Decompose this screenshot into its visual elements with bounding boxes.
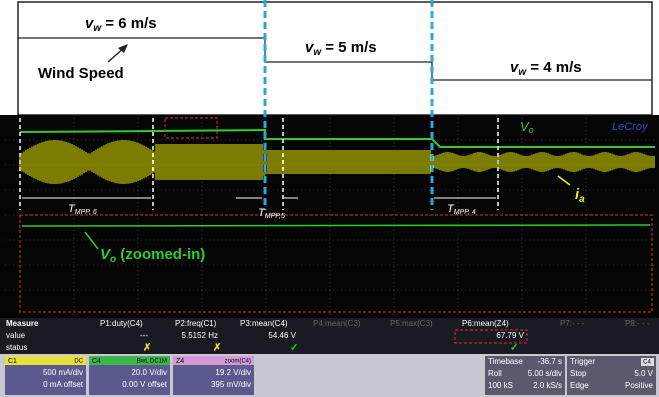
value-cell: 67.79 V	[496, 331, 524, 340]
channel-name: C4	[92, 358, 101, 365]
header-cell: P7:- - -	[560, 319, 585, 328]
trigger-cell: Stop	[570, 369, 587, 378]
svg-text:✓: ✓	[290, 343, 298, 354]
brand: LeCroy	[612, 121, 649, 133]
value-cell: 5.5152 Hz	[182, 331, 218, 340]
svg-text:✓: ✓	[510, 343, 518, 354]
trigger-title: Trigger	[570, 357, 595, 366]
trigger-tag: C4	[643, 360, 651, 366]
channel-setting: 500 mA/div	[43, 368, 83, 377]
channel-setting: 395 mV/div	[211, 380, 251, 389]
header-cell: P5:max(C3)	[390, 319, 433, 328]
timebase-cell: 5.00 s/div	[528, 369, 562, 378]
channel-name: Z4	[176, 358, 184, 365]
zoom-label: Vo (zoomed-in)	[100, 246, 205, 265]
svg-text:✗: ✗	[213, 343, 221, 354]
header-cell: P6:mean(Z4)	[462, 319, 509, 328]
header-cell: P4:mean(C3)	[313, 319, 361, 328]
timebase-value: -36.7 s	[538, 357, 562, 366]
value-cell: 54.46 V	[268, 331, 296, 340]
header-cell: Measure	[6, 319, 39, 328]
trigger-cell: Positive	[625, 381, 654, 390]
row-label: value	[6, 331, 26, 340]
channel-boxes: C1 DC 500 mA/div 0 mA offset C4 BwL DC1M 20.0 …	[5, 356, 254, 395]
value-cell: ---	[140, 331, 148, 340]
timebase-box: Timebase -36.7 s Roll 5.00 s/div 100 kS …	[485, 356, 565, 395]
timebase-title: Timebase	[488, 357, 523, 366]
zoom-waveform	[22, 225, 650, 226]
channel-tag: DC	[74, 359, 83, 365]
channel-name: C1	[8, 358, 17, 365]
timebase-cell: Roll	[488, 369, 502, 378]
channel-setting: 0 mA offset	[43, 380, 84, 389]
row-label: status	[6, 343, 27, 352]
header-cell: P1:duty(C4)	[100, 319, 143, 328]
channel-setting: 19.2 V/div	[215, 368, 251, 377]
channel-setting: 0.00 V offset	[122, 380, 168, 389]
header-cell: P8:- - -	[625, 319, 650, 328]
channel-tag: zoom(C4)	[225, 359, 251, 365]
scope-screen	[0, 115, 659, 318]
timebase-cell: 2.0 kS/s	[533, 381, 562, 390]
figure: vw = 6 m/s vw = 5 m/s vw = 4 m/s Wind Sp…	[0, 0, 659, 397]
svg-text:✗: ✗	[143, 343, 151, 354]
wind-speed-label: Wind Speed	[38, 65, 124, 82]
channel-tag: BwL DC1M	[137, 359, 167, 365]
trigger-cell: 5.0 V	[634, 369, 653, 378]
trigger-box: Trigger C4 Stop 5.0 V Edge Positive	[567, 356, 656, 395]
trigger-cell: Edge	[570, 381, 589, 390]
header-cell: P2:freq(C1)	[175, 319, 217, 328]
channel-setting: 20.0 V/div	[131, 368, 167, 377]
timebase-cell: 100 kS	[488, 381, 513, 390]
header-cell: P3:mean(C4)	[240, 319, 288, 328]
